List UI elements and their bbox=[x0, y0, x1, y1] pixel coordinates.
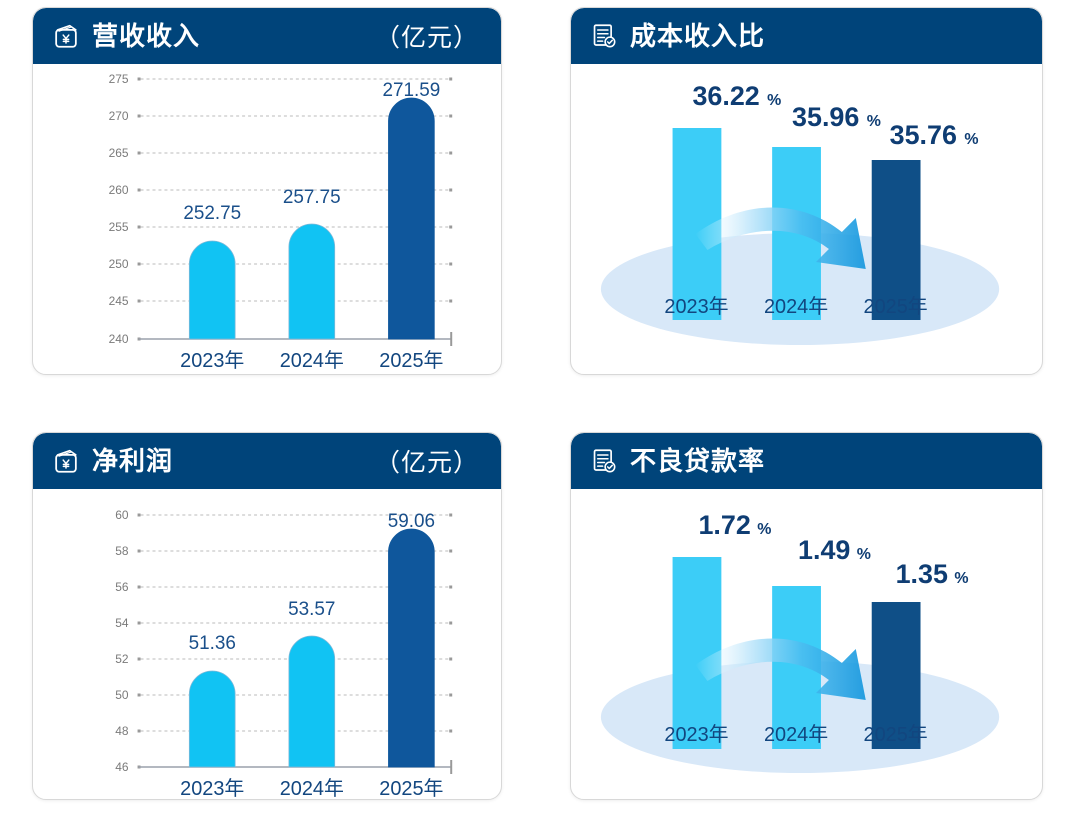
card-header-revenue: 营收收入 （亿元） bbox=[33, 8, 501, 64]
card-title-net-profit: 净利润 bbox=[92, 446, 174, 476]
card-unit-net-profit: （亿元） bbox=[374, 449, 479, 477]
card-unit-revenue: （亿元） bbox=[374, 24, 479, 52]
bar-value-suffix-2023: % bbox=[767, 92, 781, 109]
bar-value-2024: 35.96 bbox=[792, 102, 859, 132]
card-title-cost-income-ratio: 成本收入比 bbox=[630, 21, 766, 51]
ytick-label: 240 bbox=[109, 332, 129, 346]
ytick-label: 58 bbox=[115, 544, 129, 558]
card-title-npl-ratio: 不良贷款率 bbox=[630, 446, 766, 476]
ytick-label: 60 bbox=[115, 508, 129, 522]
bar-value-2025: 59.06 bbox=[388, 511, 435, 532]
ytick-label: 250 bbox=[109, 257, 129, 271]
xtick-label-2023: 2023年 bbox=[664, 723, 728, 746]
document-check-icon bbox=[593, 449, 616, 473]
bar-value-2025: 1.35 bbox=[896, 559, 948, 589]
bar-value-2024: 53.57 bbox=[288, 599, 335, 620]
ytick-label: 270 bbox=[109, 109, 129, 123]
card-body-npl-ratio: 1.72 % 1.49 % 1.35 % 2023年 2024年 2025年 bbox=[571, 489, 1042, 799]
card-revenue: 营收收入 （亿元） 275 270 bbox=[32, 7, 502, 375]
bar-2025 bbox=[388, 528, 435, 768]
xtick-label-2023: 2023年 bbox=[180, 777, 244, 800]
bar-value-2024: 1.49 bbox=[798, 535, 850, 565]
ytick-label: 56 bbox=[115, 580, 129, 594]
ytick-label: 52 bbox=[115, 652, 129, 666]
descending-arrow-icon bbox=[695, 207, 866, 269]
bar-2025 bbox=[871, 602, 921, 749]
card-body-revenue: 275 270 265 bbox=[33, 64, 501, 374]
ytick-label: 255 bbox=[109, 220, 129, 234]
card-header-npl-ratio: 不良贷款率 bbox=[571, 433, 1042, 489]
ytick-label: 245 bbox=[109, 294, 129, 308]
xtick-label-2023: 2023年 bbox=[664, 295, 728, 318]
xtick-label-2025: 2025年 bbox=[379, 349, 443, 372]
xtick-label-2024: 2024年 bbox=[280, 777, 344, 800]
bar-2025 bbox=[388, 97, 435, 340]
chart-revenue: 275 270 265 bbox=[33, 64, 501, 374]
bar-2025 bbox=[871, 160, 921, 320]
bar-value-suffix-2025: % bbox=[954, 570, 968, 587]
bar-2023 bbox=[672, 557, 722, 749]
wallet-yen-icon bbox=[55, 24, 77, 48]
ytick-label: 50 bbox=[115, 688, 129, 702]
bar-value-2024: 257.75 bbox=[283, 187, 341, 208]
bar-2023 bbox=[188, 670, 236, 768]
ytick-label: 54 bbox=[115, 616, 129, 630]
ytick-label: 46 bbox=[115, 760, 129, 774]
card-npl-ratio: 不良贷款率 bbox=[570, 432, 1043, 800]
xtick-label-2024: 2024年 bbox=[280, 349, 344, 372]
bar-value-2023: 36.22 bbox=[692, 81, 759, 111]
card-body-net-profit: 60 58 56 bbox=[33, 489, 501, 800]
bar-2024 bbox=[288, 635, 336, 768]
bar-value-2025: 35.76 bbox=[890, 120, 957, 150]
bar-value-suffix-2025: % bbox=[964, 131, 978, 148]
xtick-label-2025: 2025年 bbox=[864, 723, 928, 746]
bar-2024 bbox=[288, 223, 336, 340]
chart-npl-ratio: 1.72 % 1.49 % 1.35 % 2023年 2024年 2025年 bbox=[571, 489, 1042, 799]
xtick-label-2025: 2025年 bbox=[379, 777, 443, 800]
bar-value-suffix-2024: % bbox=[857, 546, 871, 563]
document-check-icon bbox=[593, 24, 616, 48]
descending-arrow-icon bbox=[695, 638, 866, 700]
ytick-label: 260 bbox=[109, 183, 129, 197]
bar-value-suffix-2024: % bbox=[867, 113, 881, 130]
bar-2023 bbox=[188, 240, 236, 340]
bar-value-2023: 51.36 bbox=[189, 633, 236, 654]
card-body-cost-income-ratio: 36.22 % 35.96 % 35.76 % 2023年 2024年 2025… bbox=[571, 64, 1042, 374]
bar-value-2023: 252.75 bbox=[183, 203, 241, 224]
ytick-label: 275 bbox=[109, 72, 129, 86]
wallet-yen-icon bbox=[55, 449, 77, 473]
xtick-label-2024: 2024年 bbox=[764, 295, 828, 318]
xtick-label-2024: 2024年 bbox=[764, 723, 828, 746]
chart-net-profit: 60 58 56 bbox=[33, 489, 501, 800]
card-header-cost-income-ratio: 成本收入比 bbox=[571, 8, 1042, 64]
card-cost-income-ratio: 成本收入比 bbox=[570, 7, 1043, 375]
bar-value-2025: 271.59 bbox=[382, 80, 440, 101]
chart-cost-income-ratio: 36.22 % 35.96 % 35.76 % 2023年 2024年 2025… bbox=[571, 64, 1042, 374]
xtick-label-2025: 2025年 bbox=[864, 295, 928, 318]
xtick-label-2023: 2023年 bbox=[180, 349, 244, 372]
card-header-net-profit: 净利润 （亿元） bbox=[33, 433, 501, 489]
card-title-revenue: 营收收入 bbox=[92, 21, 201, 51]
bar-value-2023: 1.72 bbox=[698, 510, 750, 540]
ytick-label: 48 bbox=[115, 724, 129, 738]
card-net-profit: 净利润 （亿元） 60 58 bbox=[32, 432, 502, 800]
bar-value-suffix-2023: % bbox=[757, 521, 771, 538]
ytick-label: 265 bbox=[109, 146, 129, 160]
